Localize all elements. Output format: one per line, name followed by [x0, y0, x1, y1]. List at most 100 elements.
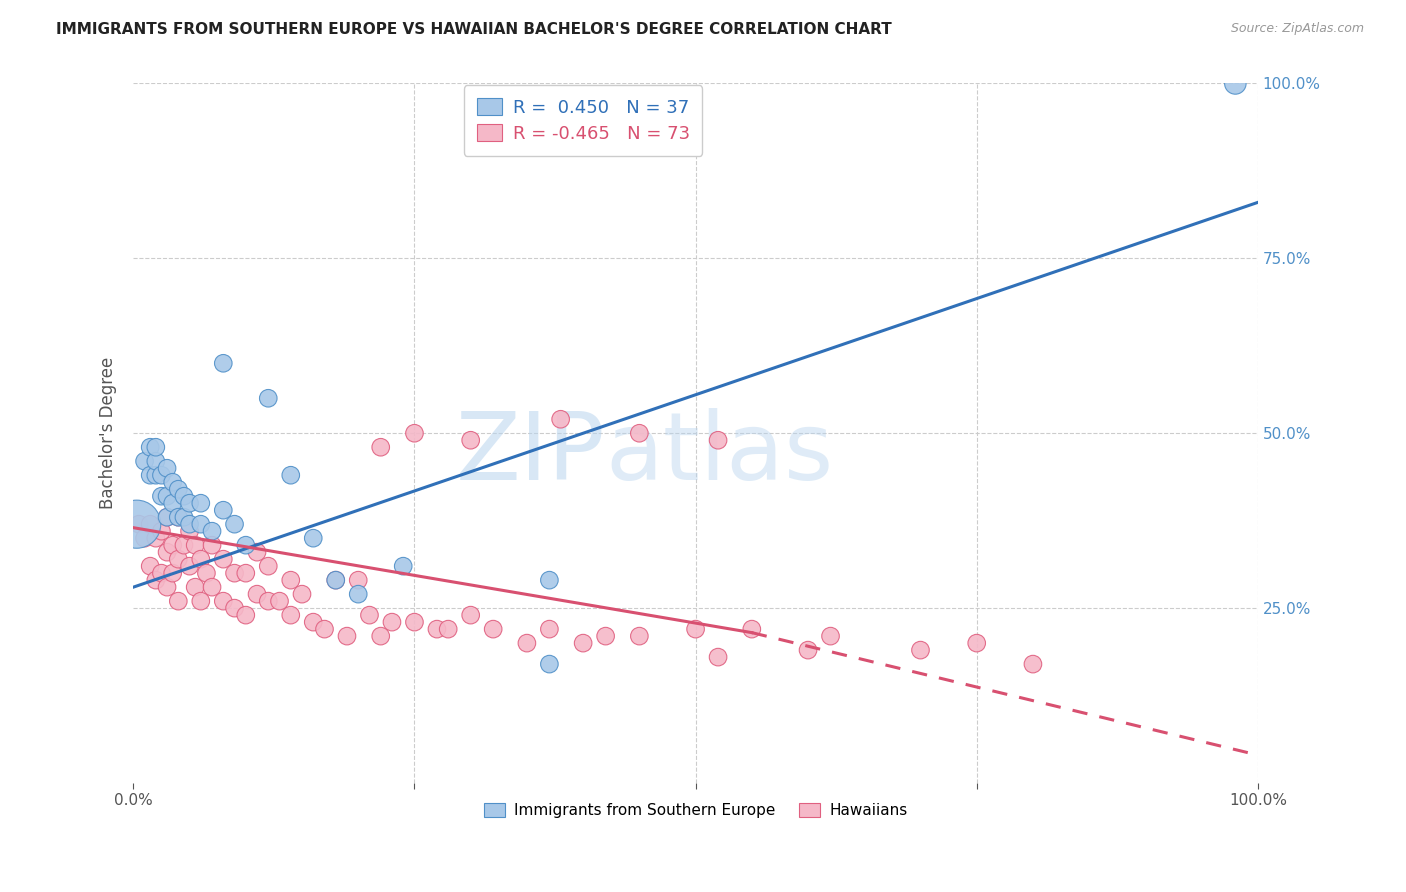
Y-axis label: Bachelor's Degree: Bachelor's Degree	[100, 357, 117, 509]
Point	[797, 643, 820, 657]
Point	[426, 622, 449, 636]
Point	[595, 629, 617, 643]
Point	[392, 559, 415, 574]
Point	[201, 538, 224, 552]
Point	[235, 608, 257, 623]
Point	[162, 475, 184, 490]
Point	[224, 566, 246, 581]
Point	[212, 356, 235, 370]
Point	[538, 622, 561, 636]
Point	[741, 622, 763, 636]
Point	[460, 434, 482, 448]
Point	[156, 461, 179, 475]
Point	[302, 531, 325, 545]
Point	[538, 657, 561, 672]
Point	[370, 629, 392, 643]
Text: IMMIGRANTS FROM SOUTHERN EUROPE VS HAWAIIAN BACHELOR'S DEGREE CORRELATION CHART: IMMIGRANTS FROM SOUTHERN EUROPE VS HAWAI…	[56, 22, 891, 37]
Point	[291, 587, 314, 601]
Point	[190, 517, 212, 532]
Point	[139, 559, 162, 574]
Point	[184, 538, 207, 552]
Point	[179, 524, 201, 538]
Point	[184, 580, 207, 594]
Point	[145, 531, 167, 545]
Point	[179, 517, 201, 532]
Point	[167, 510, 190, 524]
Point	[212, 594, 235, 608]
Point	[707, 434, 730, 448]
Point	[212, 503, 235, 517]
Point	[314, 622, 336, 636]
Point	[145, 454, 167, 468]
Point	[628, 629, 651, 643]
Point	[179, 496, 201, 510]
Point	[572, 636, 595, 650]
Point	[162, 538, 184, 552]
Point	[516, 636, 538, 650]
Point	[128, 517, 150, 532]
Point	[359, 608, 381, 623]
Point	[156, 580, 179, 594]
Point	[347, 573, 370, 587]
Point	[538, 573, 561, 587]
Point	[482, 622, 505, 636]
Point	[404, 615, 426, 629]
Point	[820, 629, 842, 643]
Point	[145, 573, 167, 587]
Point	[139, 440, 162, 454]
Point	[173, 538, 195, 552]
Point	[134, 454, 156, 468]
Point	[145, 468, 167, 483]
Point	[707, 650, 730, 665]
Point	[125, 517, 148, 532]
Point	[280, 608, 302, 623]
Point	[437, 622, 460, 636]
Text: ZIP: ZIP	[456, 409, 606, 500]
Point	[381, 615, 404, 629]
Point	[325, 573, 347, 587]
Point	[235, 566, 257, 581]
Point	[201, 524, 224, 538]
Point	[150, 489, 173, 503]
Point	[224, 517, 246, 532]
Point	[966, 636, 988, 650]
Point	[201, 580, 224, 594]
Point	[370, 440, 392, 454]
Point	[195, 566, 218, 581]
Point	[190, 552, 212, 566]
Point	[302, 615, 325, 629]
Point	[628, 426, 651, 441]
Point	[150, 566, 173, 581]
Point	[139, 468, 162, 483]
Point	[190, 496, 212, 510]
Point	[167, 482, 190, 496]
Point	[179, 559, 201, 574]
Point	[910, 643, 932, 657]
Point	[257, 559, 280, 574]
Point	[156, 510, 179, 524]
Legend: Immigrants from Southern Europe, Hawaiians: Immigrants from Southern Europe, Hawaiia…	[478, 797, 914, 824]
Point	[167, 552, 190, 566]
Point	[550, 412, 572, 426]
Point	[145, 440, 167, 454]
Point	[257, 391, 280, 405]
Point	[246, 545, 269, 559]
Point	[134, 531, 156, 545]
Point	[336, 629, 359, 643]
Point	[224, 601, 246, 615]
Point	[150, 468, 173, 483]
Point	[347, 587, 370, 601]
Point	[325, 573, 347, 587]
Point	[162, 496, 184, 510]
Point	[280, 573, 302, 587]
Point	[212, 552, 235, 566]
Point	[173, 510, 195, 524]
Point	[156, 545, 179, 559]
Point	[156, 510, 179, 524]
Point	[269, 594, 291, 608]
Point	[167, 594, 190, 608]
Point	[235, 538, 257, 552]
Text: Source: ZipAtlas.com: Source: ZipAtlas.com	[1230, 22, 1364, 36]
Point	[280, 468, 302, 483]
Point	[156, 489, 179, 503]
